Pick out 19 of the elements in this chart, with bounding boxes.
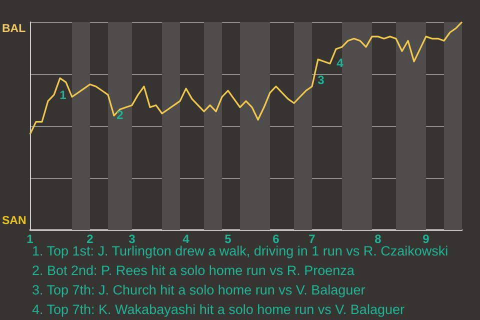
x-tick-label: 3: [128, 232, 136, 246]
annotation: 2: [116, 108, 124, 122]
annotation: 3: [318, 73, 325, 87]
x-tick-label: 1: [26, 232, 34, 246]
x-tick-label: 7: [308, 232, 316, 246]
annotation: 1: [60, 88, 67, 102]
text: 1. Top 1st: J. Turlington drew a walk, driving in 1 run vs R. Czaikowski: [32, 244, 448, 258]
x-tick-label: 6: [272, 232, 280, 246]
x-tick-label: 2: [86, 232, 94, 246]
text: 2. Bot 2nd: P. Rees hit a solo home run vs R. Proenza: [32, 263, 355, 278]
text: SAN: [2, 215, 26, 227]
x-tick-label: 5: [224, 232, 232, 246]
x-tick-label: 9: [422, 232, 430, 246]
text: 4. Top 7th: K. Wakabayashi hit a solo home run vs V. Balaguer: [32, 302, 405, 317]
annotation: 4: [336, 56, 344, 70]
text: 3. Top 7th: J. Church hit a solo home run vs V. Balaguer: [32, 282, 366, 298]
text: BAL: [2, 23, 26, 35]
x-tick-label: 4: [182, 232, 190, 246]
x-tick-label: 8: [374, 232, 382, 246]
